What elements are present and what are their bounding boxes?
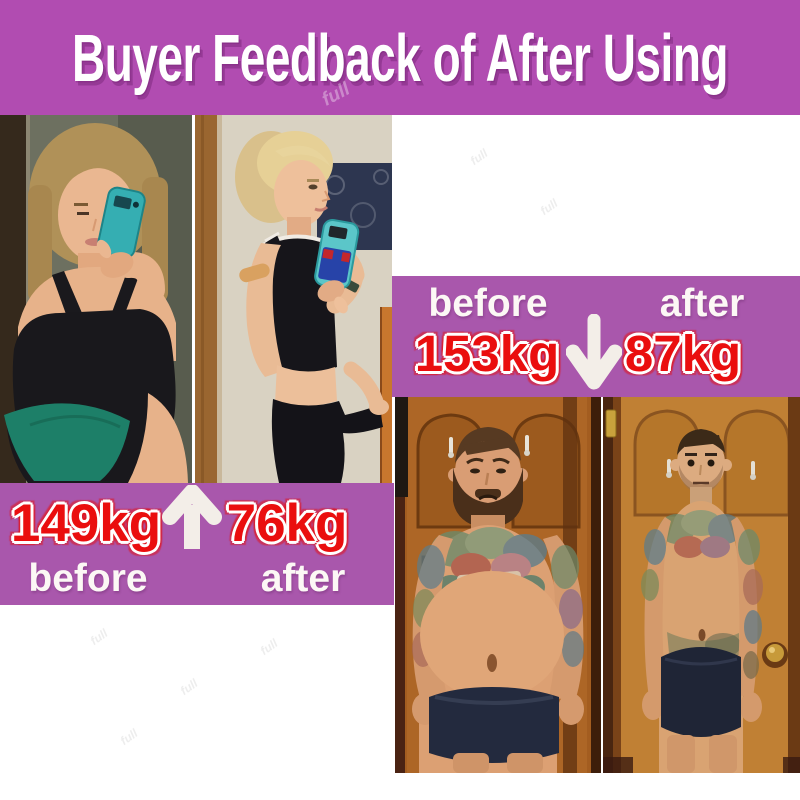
- female-after-label: after: [260, 557, 346, 600]
- banner-title: Buyer Feedback of After Using: [71, 19, 729, 96]
- chest-tattoos: [659, 510, 742, 558]
- photo-woman-before: [0, 115, 192, 483]
- male-after-label: after: [659, 282, 745, 325]
- male-before-weight: 153kg: [414, 325, 560, 382]
- photo-man-before: [395, 397, 601, 773]
- woman-before-figure: [4, 123, 188, 483]
- male-stats-panel: before after 153kg 87kg: [392, 276, 800, 397]
- watermark-text: full: [87, 626, 111, 648]
- watermark-text: full: [117, 726, 141, 748]
- male-before-label: before: [428, 282, 548, 325]
- watermark-text: full: [177, 676, 201, 698]
- female-before-label: before: [28, 557, 148, 600]
- phone-with-wallet: [314, 218, 360, 290]
- man-before-figure: [412, 427, 584, 773]
- female-stats-panel: 149kg 76kg before after: [0, 483, 394, 605]
- banner: Buyer Feedback of After Using full: [0, 0, 800, 115]
- coat-hooks: [448, 435, 530, 458]
- door-knob: [762, 642, 788, 668]
- watermark-text: full: [257, 636, 281, 658]
- phone: [96, 186, 146, 259]
- female-after-weight: 76kg: [226, 494, 348, 553]
- coat-hooks: [666, 459, 756, 480]
- watermark-text: full: [467, 146, 491, 168]
- photo-woman-after: [195, 115, 392, 483]
- woman-after-figure: [235, 131, 389, 483]
- male-after-weight: 87kg: [624, 325, 742, 382]
- man-after-figure: [641, 429, 763, 773]
- watermark-text: full: [537, 196, 561, 218]
- down-arrow-icon: [566, 314, 622, 394]
- sleeve-tattoos: [641, 529, 763, 679]
- female-before-weight: 149kg: [10, 494, 162, 553]
- photo-man-after: [603, 397, 800, 773]
- up-arrow-icon: [162, 485, 222, 557]
